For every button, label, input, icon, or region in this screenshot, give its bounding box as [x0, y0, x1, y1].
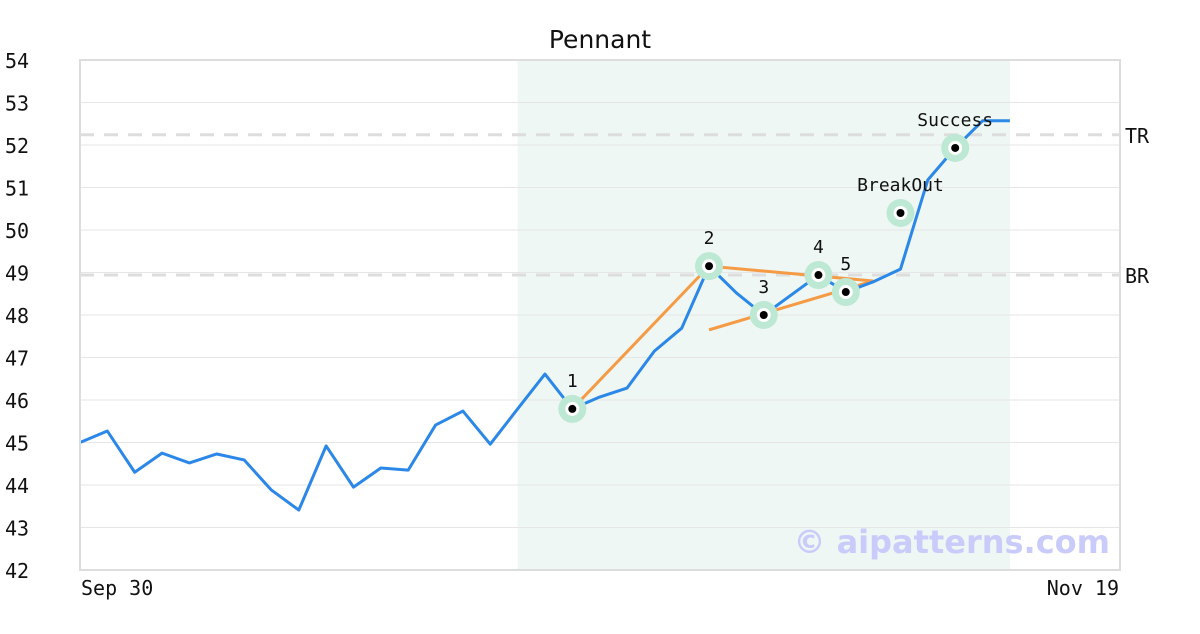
y-tick-label: 43 [5, 517, 29, 541]
marker-label: 5 [840, 254, 851, 275]
y-tick-label: 50 [5, 219, 29, 243]
level-label-tr: TR [1125, 124, 1150, 148]
x-tick-label: Sep 30 [81, 576, 153, 600]
marker-label: 2 [704, 228, 715, 249]
marker-label: Success [917, 110, 993, 131]
level-label-br: BR [1125, 264, 1150, 288]
marker-label: 3 [758, 277, 769, 298]
y-tick-label: 46 [5, 389, 29, 413]
marker-label: BreakOut [857, 175, 944, 196]
chart-title: Pennant [549, 25, 651, 54]
x-tick-label: Nov 19 [1047, 576, 1119, 600]
y-tick-label: 52 [5, 134, 29, 158]
marker-dot [841, 288, 850, 297]
y-tick-label: 45 [5, 432, 29, 456]
marker-dot [896, 209, 905, 217]
marker-dot [814, 271, 823, 280]
marker-dot [568, 404, 577, 413]
marker-dot [951, 143, 960, 152]
marker-label: 4 [813, 237, 824, 258]
y-tick-label: 47 [5, 347, 29, 371]
y-tick-label: 53 [5, 92, 29, 116]
marker-dot [705, 262, 714, 271]
y-tick-label: 54 [5, 49, 29, 73]
marker-dot [759, 311, 768, 319]
y-tick-label: 49 [5, 262, 29, 286]
y-tick-label: 51 [5, 177, 29, 201]
y-tick-label: 42 [5, 559, 29, 583]
marker-label: 1 [567, 371, 578, 392]
y-tick-label: 48 [5, 304, 29, 328]
plot-frame [79, 59, 1121, 571]
y-tick-label: 44 [5, 474, 29, 498]
watermark: © aipatterns.com [793, 523, 1110, 561]
